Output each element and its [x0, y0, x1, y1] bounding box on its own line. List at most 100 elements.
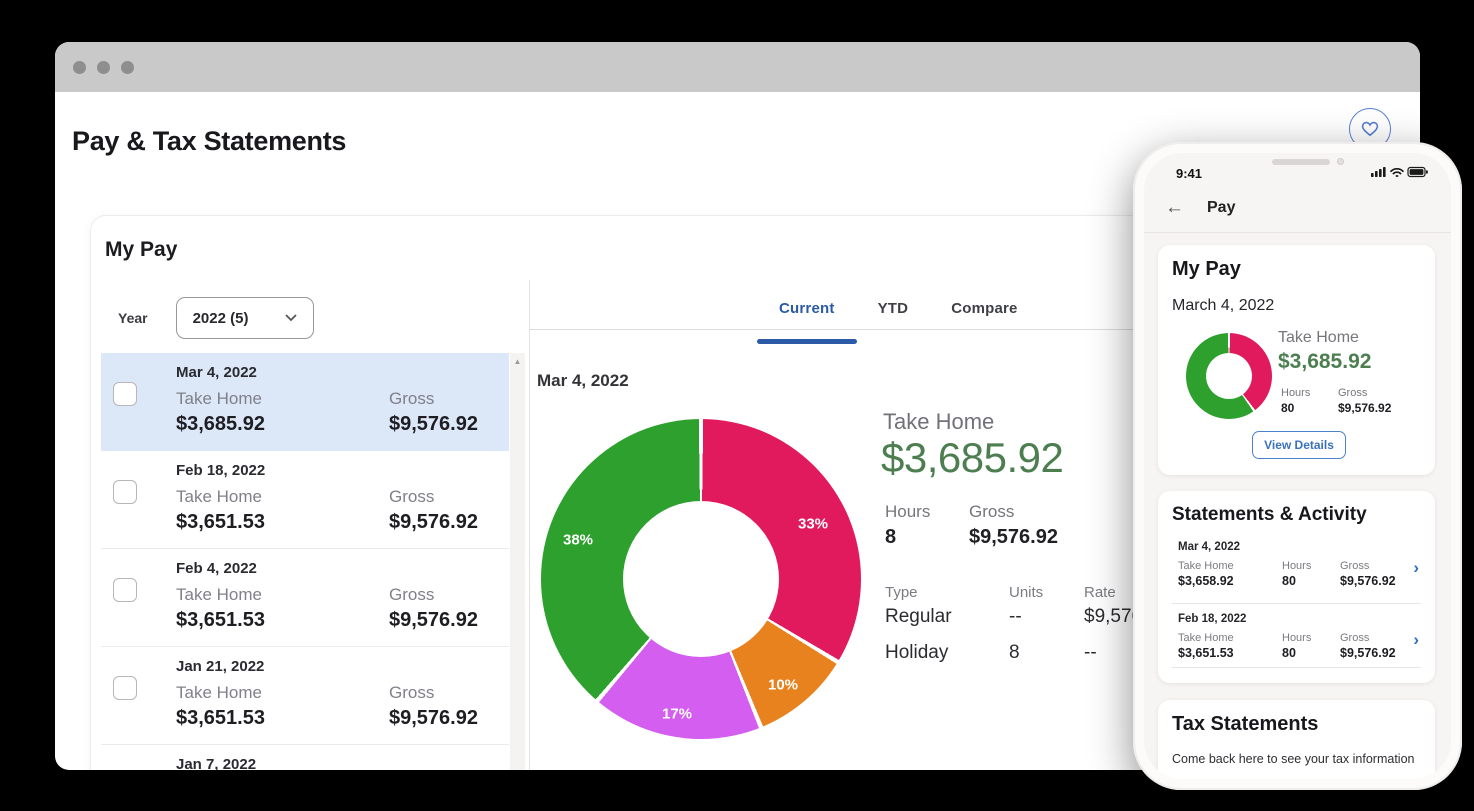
year-dropdown-value: 2022 (5) [192, 309, 249, 327]
phone-mockup: 9:41 [1133, 142, 1462, 790]
page-title: Pay & Tax Statements [72, 126, 347, 156]
earnings-type-header: Type [885, 584, 918, 601]
statement-row[interactable]: Jan 21, 2022 Take Home $3,651.53 Gross $… [101, 647, 509, 745]
take-home-label: Take Home [1278, 329, 1359, 346]
gross-label: Gross [389, 585, 435, 604]
hours-label: Hours [1282, 632, 1312, 644]
hours-label: Hours [1282, 560, 1312, 572]
phone-my-pay-date: March 4, 2022 [1172, 297, 1275, 314]
take-home-label: Take Home [1178, 632, 1234, 644]
earnings-type-cell: Holiday [885, 642, 949, 663]
statement-date: Feb 18, 2022 [1178, 613, 1247, 625]
status-icons [1371, 165, 1429, 178]
scroll-up-arrow-icon[interactable]: ▲ [513, 357, 522, 366]
gross-value: $9,576.92 [1340, 646, 1396, 660]
year-label: Year [118, 310, 148, 326]
take-home-value: $3,651.53 [176, 707, 265, 729]
tab-current[interactable]: Current [757, 300, 856, 344]
gross-value: $9,576.92 [389, 707, 478, 729]
gross-label: Gross [1340, 632, 1370, 644]
donut-hole [1206, 353, 1252, 399]
chevron-right-icon[interactable]: › [1413, 558, 1419, 577]
pay-breakdown-donut-chart[interactable]: 38% 33% 10% 17% [541, 419, 861, 739]
tax-statements-body: Come back here to see your tax informati… [1172, 752, 1415, 766]
earnings-units-cell: -- [1009, 606, 1022, 627]
take-home-value: $3,651.53 [176, 511, 265, 533]
gross-label: Gross [389, 487, 435, 506]
tax-statements-title: Tax Statements [1172, 713, 1319, 735]
row-checkbox[interactable] [113, 480, 137, 504]
take-home-amount: $3,685.92 [881, 434, 1064, 481]
statement-row[interactable]: Mar 4, 2022 Take Home $3,685.92 Gross $9… [101, 353, 509, 451]
row-checkbox[interactable] [113, 578, 137, 602]
gross-value: $9,576.92 [389, 609, 478, 631]
hours-label: Hours [885, 502, 931, 521]
year-dropdown[interactable]: 2022 (5) [175, 297, 314, 339]
donut-hole [623, 501, 779, 657]
browser-title-bar [55, 42, 1420, 92]
hours-value: 80 [1282, 646, 1296, 660]
statement-date: Mar 4, 2022 [176, 364, 257, 381]
phone-speaker [1272, 159, 1330, 165]
back-arrow-icon[interactable]: ← [1165, 197, 1184, 218]
chevron-down-icon [285, 314, 297, 322]
phone-screen: 9:41 [1144, 153, 1451, 779]
window-control-dot[interactable] [73, 61, 86, 74]
phone-header-title: Pay [1207, 199, 1236, 216]
row-divider [1172, 667, 1421, 668]
phone-my-pay-card: My Pay March 4, 2022 Take Home $3,685.92… [1158, 245, 1435, 475]
earnings-units-header: Units [1009, 584, 1044, 601]
tab-compare[interactable]: Compare [951, 300, 1018, 317]
header-divider [1144, 232, 1451, 233]
earnings-rate-header: Rate [1084, 584, 1116, 601]
gross-value: $9,576.92 [1340, 574, 1396, 588]
hours-value: 80 [1281, 401, 1295, 415]
chevron-right-icon[interactable]: › [1413, 630, 1419, 649]
statement-row[interactable]: Feb 4, 2022 Take Home $3,651.53 Gross $9… [101, 549, 509, 647]
window-control-dot[interactable] [97, 61, 110, 74]
statement-date: Jan 7, 2022 [176, 756, 257, 770]
tab-ytd[interactable]: YTD [877, 300, 909, 317]
gross-label: Gross [1340, 560, 1370, 572]
phone-pay-donut-chart [1186, 333, 1272, 419]
statement-row[interactable]: Jan 7, 2022 [101, 745, 509, 770]
card-title: My Pay [105, 238, 178, 261]
take-home-label: Take Home [176, 585, 262, 604]
phone-statement-row[interactable]: Feb 18, 2022 Take Home $3,651.53 Hours 8… [1178, 613, 1421, 673]
take-home-value: $3,685.92 [176, 413, 265, 435]
phone-statements-card: Statements & Activity Mar 4, 2022 Take H… [1158, 491, 1435, 683]
window-control-dot[interactable] [121, 61, 134, 74]
row-checkbox[interactable] [113, 676, 137, 700]
statement-date: Mar 4, 2022 [1178, 541, 1241, 553]
statements-activity-title: Statements & Activity [1172, 504, 1367, 525]
take-home-value: $3,685.92 [1278, 350, 1372, 373]
phone-statement-row[interactable]: Mar 4, 2022 Take Home $3,658.92 Hours 80… [1178, 541, 1421, 601]
row-checkbox[interactable] [113, 382, 137, 406]
earnings-type-cell: Regular [885, 606, 952, 627]
statement-row[interactable]: Feb 18, 2022 Take Home $3,651.53 Gross $… [101, 451, 509, 549]
row-divider [1172, 603, 1421, 604]
list-scrollbar[interactable]: ▲ [510, 353, 525, 770]
statement-date: Feb 18, 2022 [176, 462, 266, 479]
gross-value: $9,576.92 [389, 511, 478, 533]
donut-label-green: 38% [562, 531, 594, 549]
hours-value: 80 [1282, 574, 1296, 588]
earnings-units-cell: 8 [1009, 642, 1020, 663]
take-home-value: $3,651.53 [1178, 646, 1234, 660]
statement-list: Mar 4, 2022 Take Home $3,685.92 Gross $9… [101, 353, 509, 770]
wifi-icon [1390, 167, 1404, 177]
donut-label-purple: 17% [661, 705, 693, 723]
detail-tabs: Current YTD Compare [529, 300, 1419, 344]
hours-value: 8 [885, 526, 897, 548]
signal-icon [1371, 167, 1386, 177]
gross-value: $9,576.92 [969, 526, 1058, 548]
donut-label-orange: 10% [767, 676, 799, 694]
battery-icon [1407, 166, 1428, 178]
status-time: 9:41 [1176, 166, 1203, 181]
gross-label: Gross [389, 389, 435, 408]
gross-label: Gross [389, 683, 435, 702]
gross-label: Gross [1338, 387, 1368, 399]
take-home-label: Take Home [176, 389, 262, 408]
view-details-button[interactable]: View Details [1252, 431, 1346, 459]
gross-value: $9,576.92 [389, 413, 478, 435]
